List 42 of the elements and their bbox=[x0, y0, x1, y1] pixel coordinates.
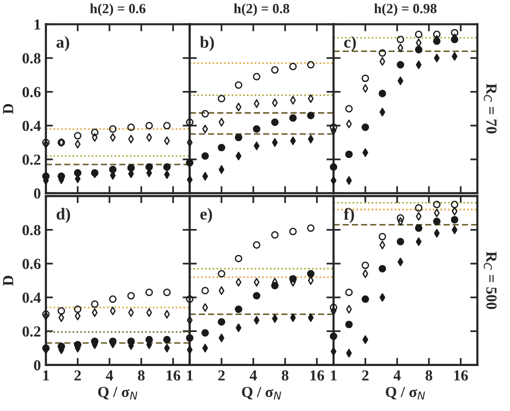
y-tick-label: 0.2 bbox=[22, 326, 40, 337]
y-axis-title: D bbox=[3, 276, 14, 286]
x-tick-label: 4 bbox=[394, 370, 401, 380]
x-tick-label: 8 bbox=[282, 370, 288, 381]
x-tick-label: 16 bbox=[166, 370, 180, 381]
y-tick-label: 0 bbox=[34, 188, 40, 199]
x-axis-title: Q / σ$_{N}$ bbox=[242, 386, 282, 400]
y-tick-label: 0.8 bbox=[22, 224, 41, 236]
y-tick-label: 0.4 bbox=[22, 120, 41, 132]
annotation: d) bbox=[56, 208, 70, 223]
x-tick-label: 4 bbox=[106, 370, 114, 380]
chart-title: h(2) = 0.98 bbox=[374, 4, 437, 16]
y-axis-title: D bbox=[3, 104, 14, 114]
y-tick-label: 0.6 bbox=[22, 258, 41, 270]
x-tick-label: 2 bbox=[74, 370, 81, 380]
annotation: a) bbox=[56, 36, 70, 52]
x-tick-label: 16 bbox=[310, 370, 324, 381]
annotation: b) bbox=[200, 36, 214, 52]
chart-title: h(2) = 0.6 bbox=[90, 4, 146, 16]
annotation: e) bbox=[200, 208, 212, 223]
x-axis-title: Q / σ$_{N}$ bbox=[98, 386, 138, 400]
y-tick-label: 0 bbox=[34, 360, 40, 370]
x-tick-label: 1 bbox=[187, 370, 193, 380]
x-axis-title: Q / σ$_{N}$ bbox=[386, 386, 425, 400]
x-tick-label: 1 bbox=[43, 370, 49, 380]
y-tick-label: 0.8 bbox=[22, 53, 41, 64]
y-tick-label: 1 bbox=[34, 19, 40, 30]
x-tick-label: 1 bbox=[330, 370, 337, 380]
y-tick-label: 0.6 bbox=[22, 86, 41, 98]
x-tick-label: 2 bbox=[362, 370, 368, 380]
annotation: f) bbox=[344, 208, 354, 224]
text: R$_{C}$ = 500 bbox=[484, 252, 497, 310]
x-tick-label: 8 bbox=[138, 370, 145, 381]
chart-title: h(2) = 0.8 bbox=[234, 4, 290, 16]
annotation: c) bbox=[344, 36, 356, 52]
x-tick-label: 16 bbox=[454, 370, 468, 381]
text: R$_{C}$ = 70 bbox=[484, 84, 497, 134]
x-tick-label: 4 bbox=[250, 370, 257, 380]
y-tick-label: 0.2 bbox=[22, 154, 40, 165]
y-tick-label: 0.4 bbox=[22, 292, 41, 303]
x-tick-label: 2 bbox=[218, 370, 225, 380]
x-tick-label: 8 bbox=[426, 370, 432, 381]
